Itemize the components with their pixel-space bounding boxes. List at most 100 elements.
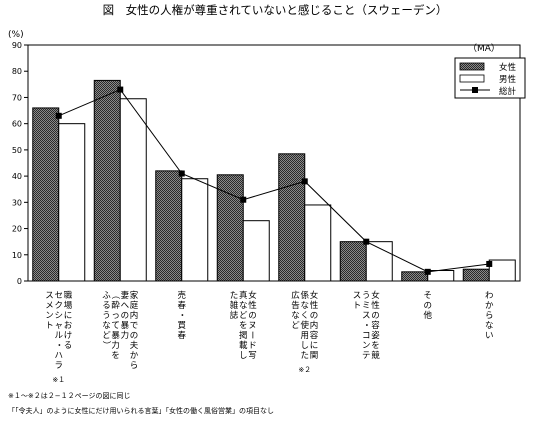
category-label-char: 真 [239, 290, 248, 301]
y-tick-label: 50 [12, 146, 22, 155]
category-label-char: ス [45, 291, 54, 301]
bar-male [304, 204, 332, 282]
category-label-char: そ [423, 291, 432, 301]
category-label-char: の [130, 331, 139, 341]
category-label-char: の [248, 311, 257, 321]
legend-swatch-male [459, 74, 485, 83]
bar-male [365, 241, 393, 282]
category-label-char: 性 [371, 300, 380, 311]
category-label-char: ふ [102, 291, 111, 301]
category-label-char: ル [54, 331, 63, 341]
category-label-char: か [485, 301, 494, 311]
category-label-char: ・ [360, 321, 370, 330]
bar-male [181, 178, 209, 282]
ma-note: （MA） [468, 43, 500, 54]
y-tick-label: 30 [12, 198, 22, 207]
category-label-char: 場 [64, 300, 73, 311]
category-label-char: 掲 [239, 330, 248, 341]
category-label-char: ハ [54, 351, 63, 361]
category-label-char: ラ [54, 361, 63, 371]
category-label-char: ・ [53, 341, 63, 350]
chart-title: 図 女性の人権が尊重されていないと感じること（スウェーデン） [103, 3, 448, 17]
category-label-char: け [64, 331, 73, 341]
category-label-char: ト [353, 301, 362, 311]
category-label-char: ス [353, 291, 362, 301]
y-tick-label: 70 [12, 93, 22, 102]
bar-male [58, 123, 86, 282]
bar-female [401, 271, 429, 282]
category-label-char: い [485, 331, 494, 341]
plot-frame [27, 44, 521, 282]
y-tick-label: 20 [12, 225, 22, 234]
category-label-char: ） [100, 341, 111, 350]
category-label-char: ど [291, 321, 300, 331]
category-label-char: る [64, 341, 73, 351]
y-tick-label: 0 [17, 277, 22, 286]
legend-label-female: 女性 [499, 62, 517, 73]
category-label-char: 女 [310, 290, 319, 301]
category-label-char: 力 [121, 330, 130, 341]
category-label-char: な [291, 311, 300, 321]
category-label-char: 暴 [111, 331, 120, 341]
category-label-char: な [300, 301, 309, 311]
footnote-1: ※１〜※２は２−１２ページの図に同じ [8, 392, 130, 400]
category-label-char: （ [110, 291, 121, 300]
y-tick-label: 40 [12, 172, 22, 181]
category-label-char: シ [54, 311, 63, 321]
category-label-char: を [111, 351, 120, 361]
category-label-char: な [239, 301, 248, 311]
plot-area: 0102030405060708090職場におけるセクシャル・ハラスメント※１家… [12, 41, 521, 384]
category-label-char: コ [362, 331, 371, 341]
marker-total [117, 86, 124, 93]
category-label-char: の [121, 311, 130, 321]
y-tick-label: 10 [12, 251, 22, 260]
category-label-char: わ [485, 291, 494, 301]
category-label-char: 競 [371, 350, 380, 361]
category-label-char: ー [246, 331, 256, 340]
category-label-char: 容 [310, 330, 319, 341]
bar-female [216, 174, 244, 282]
category-label-char: ト [45, 321, 54, 331]
line-total [58, 88, 490, 273]
marker-total [240, 196, 247, 203]
category-label-char: っ [111, 311, 120, 321]
category-label-char: ド [248, 341, 257, 351]
category-label-char: ン [362, 341, 371, 351]
category-label-char: ミ [362, 301, 371, 311]
category-label-char: て [111, 321, 120, 331]
category-label-char: 係 [300, 291, 309, 301]
category-label-char: を [371, 341, 380, 351]
y-tick-label: 90 [12, 41, 22, 50]
category-label-char: 買 [177, 321, 186, 331]
category-label-char: メ [45, 301, 54, 311]
category-note: ※２ [298, 366, 311, 374]
category-label-char: お [64, 321, 73, 331]
category-label-char: ら [130, 361, 139, 371]
category-label-char: ヌ [248, 321, 257, 331]
category-label-char: う [102, 311, 111, 321]
category-label-char: テ [362, 351, 371, 361]
category-label-char: ク [54, 301, 63, 311]
category-label-char: 載 [239, 340, 248, 351]
category-label-char: セ [54, 291, 63, 301]
category-label-char: 女 [248, 290, 257, 301]
category-label-char: ら [485, 311, 494, 321]
category-label-char: 誌 [230, 310, 239, 321]
category-label-char: ど [239, 311, 248, 321]
category-label-char: 性 [310, 300, 319, 311]
category-label-char: 広 [291, 290, 300, 301]
marker-total [424, 268, 431, 275]
category-note: ※１ [52, 376, 65, 384]
category-label-char: 売 [177, 290, 186, 301]
marker-total [301, 178, 308, 185]
category-label-char: う [362, 291, 371, 301]
category-label-char: 内 [310, 320, 319, 331]
category-label-char: ャ [54, 321, 63, 331]
category-label-char: ・ [176, 311, 186, 320]
category-label-char: 用 [300, 331, 309, 341]
category-label-char: を [239, 321, 248, 331]
bar-male [242, 220, 270, 282]
category-label-char: へ [121, 301, 130, 311]
